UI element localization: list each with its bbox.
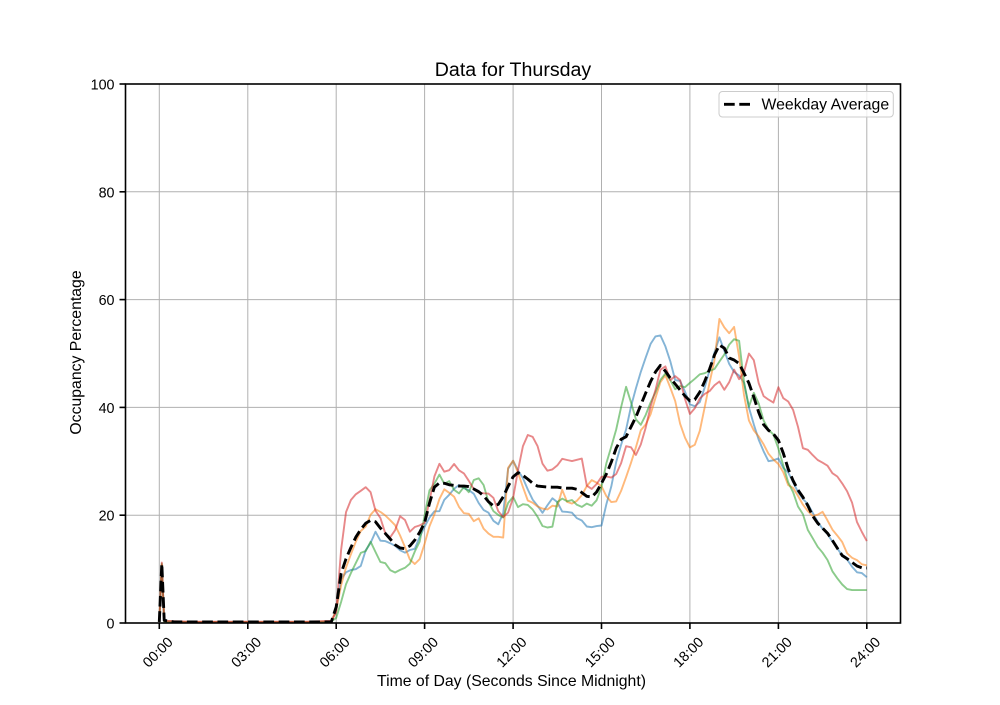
svg-text:60: 60 — [99, 293, 115, 309]
svg-text:100: 100 — [91, 78, 115, 94]
svg-text:40: 40 — [99, 401, 115, 417]
svg-text:0: 0 — [107, 617, 115, 633]
svg-text:Weekday Average: Weekday Average — [762, 96, 890, 113]
svg-text:Occupancy Percentage: Occupancy Percentage — [68, 270, 85, 434]
svg-text:Data for Thursday: Data for Thursday — [435, 59, 592, 81]
svg-text:20: 20 — [99, 509, 115, 525]
svg-text:Time of Day (Seconds Since Mid: Time of Day (Seconds Since Midnight) — [377, 673, 646, 690]
svg-text:80: 80 — [99, 185, 115, 201]
